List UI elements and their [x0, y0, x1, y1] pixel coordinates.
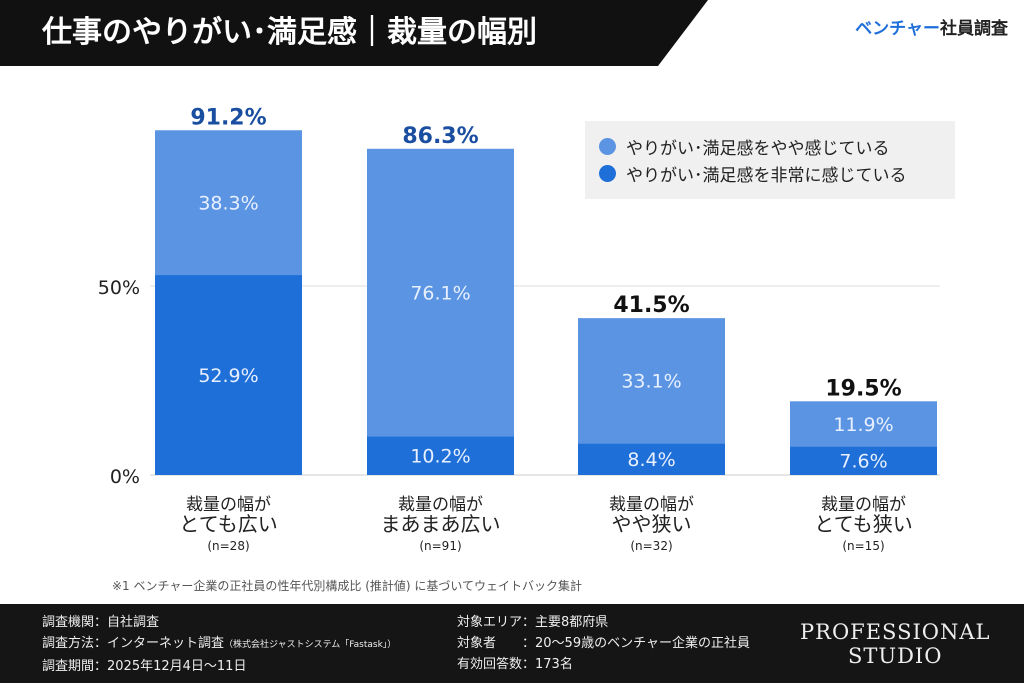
category-n: (n=91) — [419, 539, 461, 553]
category-n: (n=15) — [842, 539, 884, 553]
category-label-line1: 裁量の幅が — [186, 495, 271, 515]
legend-item-somewhat: やりがい･満足感をやや感じている — [599, 133, 955, 160]
total-label: 41.5% — [613, 293, 689, 318]
bar-segment — [790, 401, 937, 447]
survey-method-detail: （株式会社ジャストシステム「Fastask」） — [224, 640, 397, 650]
logo-line1: PROFESSIONAL — [800, 620, 991, 644]
target-area: 対象エリア：主要8都府県 — [457, 615, 609, 630]
category-n: (n=32) — [630, 539, 672, 553]
bar-segment — [578, 318, 725, 444]
total-label: 19.5% — [825, 376, 901, 401]
legend-label: やりがい･満足感を非常に感じている — [626, 166, 907, 186]
total-label: 86.3% — [402, 124, 478, 149]
legend-dot — [599, 138, 616, 155]
bar-chart: 0%50%52.9%38.3%91.2%裁量の幅がとても広い(n=28)10.2… — [98, 105, 940, 553]
bar-segment — [155, 130, 302, 276]
legend-item-very: やりがい･満足感を非常に感じている — [599, 160, 955, 187]
bar-segment — [155, 275, 302, 475]
total-label: 91.2% — [190, 105, 266, 130]
page-title: 仕事のやりがい･満足感｜裁量の幅別 — [0, 0, 708, 66]
bar-segment — [790, 446, 937, 475]
survey-org: 調査機関：自社調査 — [42, 615, 160, 630]
segment-label: 76.1% — [410, 283, 470, 305]
legend-label: やりがい･満足感をやや感じている — [626, 139, 890, 159]
brand-accent: ベンチャー — [855, 19, 940, 39]
survey-period: 調査期間：2025年12月4日〜11日 — [42, 659, 247, 674]
category-label-line2: とても狭い — [814, 512, 912, 536]
legend-dot — [599, 165, 616, 182]
category-n: (n=28) — [207, 539, 249, 553]
brand-rest: 社員調査 — [940, 19, 1008, 39]
segment-label: 38.3% — [198, 193, 258, 215]
category-label-line2: とても広い — [179, 512, 277, 536]
logo-line2: STUDIO — [848, 644, 943, 668]
legend: やりがい･満足感をやや感じている やりがい･満足感を非常に感じている — [585, 121, 955, 199]
footer: 調査機関：自社調査 調査方法：インターネット調査（株式会社ジャストシステム「Fa… — [0, 604, 1024, 683]
survey-method: 調査方法：インターネット調査（株式会社ジャストシステム「Fastask」） — [42, 633, 396, 656]
category-label-line1: 裁量の幅が — [609, 495, 694, 515]
footnote: ※1 ベンチャー企業の正社員の性年代別構成比 (推計値) に基づいてウェイトバッ… — [112, 579, 583, 593]
segment-label: 11.9% — [833, 414, 893, 436]
target-people: 対象者 ：20〜59歳のベンチャー企業の正社員 — [457, 636, 750, 651]
category-label-line2: やや狭い — [612, 512, 692, 536]
category-label-line1: 裁量の幅が — [821, 495, 906, 515]
bar-segment — [578, 443, 725, 475]
header: 仕事のやりがい･満足感｜裁量の幅別 ベンチャー社員調査 — [0, 0, 1024, 66]
category-label-line1: 裁量の幅が — [398, 495, 483, 515]
segment-label: 10.2% — [410, 446, 470, 468]
category-label-line2: まあまあ広い — [381, 512, 501, 536]
bar-segment — [367, 436, 514, 475]
survey-method-text: 調査方法：インターネット調査 — [42, 636, 225, 651]
logo: PROFESSIONAL STUDIO — [800, 620, 990, 668]
segment-label: 52.9% — [198, 365, 258, 387]
valid-responses: 有効回答数：173名 — [457, 657, 573, 672]
tick-0: 0% — [110, 466, 140, 488]
brand: ベンチャー社員調査 — [855, 14, 1008, 39]
segment-label: 8.4% — [627, 449, 675, 471]
bar-segment — [367, 148, 514, 437]
segment-label: 33.1% — [621, 371, 681, 393]
tick-50: 50% — [98, 277, 140, 299]
segment-label: 7.6% — [839, 451, 887, 473]
